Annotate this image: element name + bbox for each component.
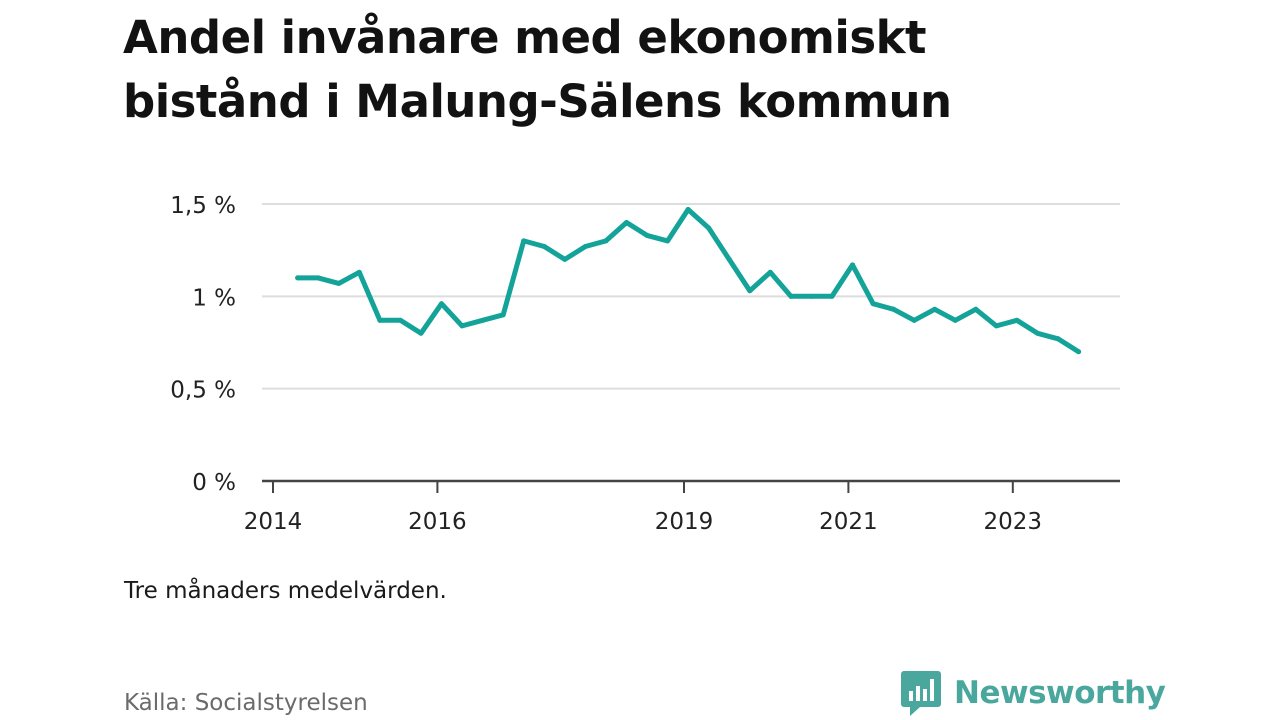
data-point <box>891 306 897 312</box>
data-point <box>315 275 321 281</box>
data-point <box>541 243 547 249</box>
data-point <box>1034 330 1040 336</box>
data-point <box>767 269 773 275</box>
newsworthy-logo-icon <box>901 671 941 716</box>
x-tick-label: 2023 <box>984 509 1043 535</box>
data-point <box>603 238 609 244</box>
data-point <box>459 323 465 329</box>
data-point <box>911 317 917 323</box>
chart-title-line-1: Andel invånare med ekonomiskt <box>123 11 927 64</box>
data-point <box>521 238 527 244</box>
x-tick-label: 2019 <box>655 509 714 535</box>
data-point <box>726 256 732 262</box>
data-point <box>582 243 588 249</box>
data-point <box>1076 349 1082 355</box>
data-point <box>418 330 424 336</box>
data-point <box>850 262 856 268</box>
data-point <box>829 293 835 299</box>
data-point <box>870 301 876 307</box>
y-tick-label: 0 % <box>192 470 236 496</box>
newsworthy-logo: Newsworthy <box>900 668 1166 718</box>
data-point <box>665 238 671 244</box>
data-point <box>397 317 403 323</box>
data-point <box>500 312 506 318</box>
source-credit: Källa: Socialstyrelsen <box>124 690 368 716</box>
chart-note: Tre månaders medelvärden. <box>124 578 447 604</box>
data-point <box>623 219 629 225</box>
brand-name: Newsworthy <box>954 675 1166 711</box>
chart-title-line-2: bistånd i Malung-Sälens kommun <box>123 75 952 128</box>
data-point <box>993 323 999 329</box>
data-point <box>747 288 753 294</box>
y-tick-label: 0,5 % <box>170 378 236 404</box>
data-point <box>562 256 568 262</box>
series-line <box>295 207 1082 355</box>
data-point <box>952 317 958 323</box>
data-point <box>295 275 301 281</box>
y-tick-label: 1,5 % <box>170 193 236 219</box>
data-point <box>973 306 979 312</box>
data-point <box>480 317 486 323</box>
x-tick-label: 2016 <box>408 509 467 535</box>
y-tick-label: 1 % <box>192 285 236 311</box>
data-point <box>808 293 814 299</box>
data-point <box>356 269 362 275</box>
data-point <box>706 225 712 231</box>
data-point <box>1055 336 1061 342</box>
data-point <box>685 207 691 213</box>
x-tick-label: 2021 <box>819 509 878 535</box>
chart-title: Andel invånare med ekonomiskt bistånd i … <box>123 6 1123 134</box>
x-tick-label: 2014 <box>244 509 303 535</box>
data-point <box>377 317 383 323</box>
data-point <box>336 280 342 286</box>
data-point <box>932 306 938 312</box>
data-point <box>439 301 445 307</box>
data-point <box>788 293 794 299</box>
data-point <box>644 232 650 238</box>
data-point <box>1014 317 1020 323</box>
